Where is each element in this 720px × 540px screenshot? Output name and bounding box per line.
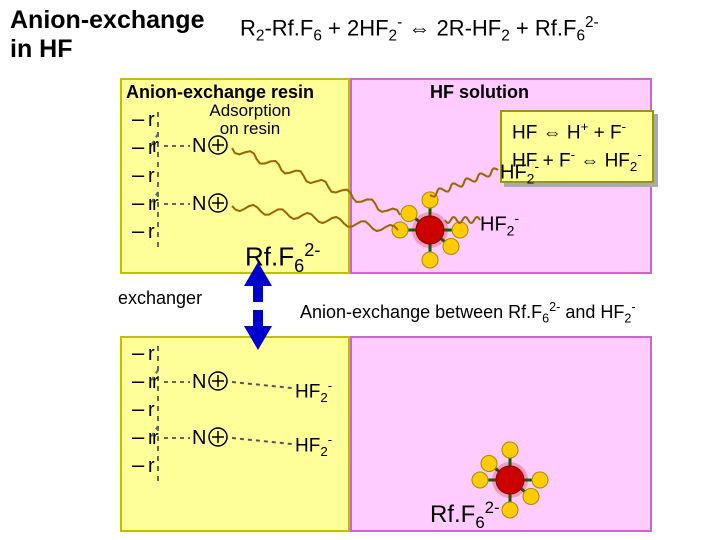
- hf2-label-3: HF2-: [295, 378, 332, 405]
- hf-panel-bottom: [350, 336, 652, 532]
- rff6-label-top: Rf.F62-: [245, 240, 320, 277]
- resin-header: Anion-exchange resin: [126, 82, 314, 103]
- exchanger-label: exchanger: [118, 288, 202, 309]
- page-title: Anion-exchange in HF: [10, 6, 230, 64]
- hf2-label-4: HF2-: [295, 432, 332, 459]
- mid-caption: Anion-exchange between Rf.F62- and HF2-: [300, 300, 636, 326]
- top-equation: R2-Rf.F6 + 2HF2- ⇔ 2R-HF2 + Rf.F62-: [240, 14, 599, 46]
- hf2-label-2: HF2-: [480, 210, 519, 239]
- hf-header: HF solution: [430, 82, 529, 103]
- hf2-label-1: HF2-: [500, 158, 539, 187]
- adsorption-label: Adsorptionon resin: [190, 102, 310, 138]
- rff6-label-bottom: Rf.F62-: [430, 498, 500, 533]
